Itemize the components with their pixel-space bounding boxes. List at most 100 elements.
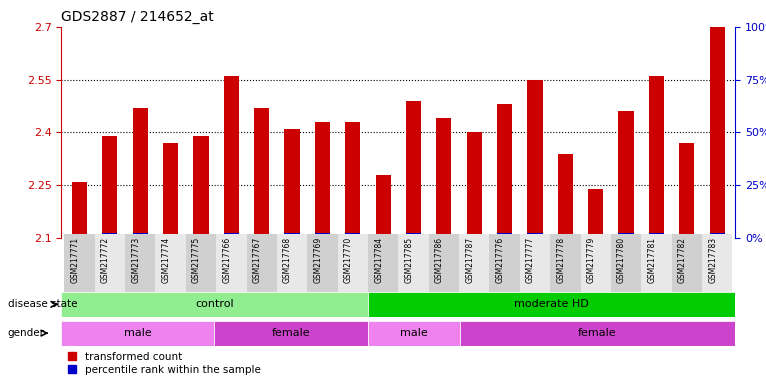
Text: GSM217781: GSM217781 [647,237,656,283]
Bar [72,235,87,236]
Bar [550,234,581,292]
Bar [345,233,360,236]
Bar [520,234,550,292]
Bar [702,234,732,292]
Bar [163,143,178,238]
Bar [155,234,186,292]
Bar [338,234,368,292]
Bar [254,233,270,236]
Bar [672,234,702,292]
Bar [527,233,542,236]
Bar [193,234,208,236]
Bar [133,233,148,236]
Bar [649,76,664,238]
Bar [368,321,460,346]
Text: GSM217780: GSM217780 [617,237,626,283]
Bar [489,234,520,292]
Text: GSM217770: GSM217770 [344,237,353,283]
Bar [709,27,725,238]
Bar [133,108,148,238]
Text: gender: gender [8,328,44,338]
Text: GSM217786: GSM217786 [435,237,444,283]
Text: GSM217782: GSM217782 [678,237,687,283]
Bar [459,234,489,292]
Text: GSM217783: GSM217783 [708,237,717,283]
Text: GSM217771: GSM217771 [70,237,80,283]
Text: GSM217772: GSM217772 [101,237,110,283]
Bar [254,108,270,238]
Text: GSM217776: GSM217776 [496,237,505,283]
Bar [284,129,300,238]
Bar [406,233,421,236]
Bar [466,234,482,236]
Bar [649,233,664,236]
Bar [163,234,178,236]
Bar [224,76,239,238]
Text: GSM217787: GSM217787 [465,237,474,283]
Bar [72,182,87,238]
Bar [581,234,611,292]
Bar [368,234,398,292]
Text: GSM217773: GSM217773 [131,237,140,283]
Bar [95,234,125,292]
Text: GDS2887 / 214652_at: GDS2887 / 214652_at [61,10,214,25]
Bar [679,143,694,238]
Bar [345,122,360,238]
Bar [558,154,573,238]
Text: GSM217785: GSM217785 [404,237,414,283]
Text: female: female [272,328,310,338]
Bar [277,234,307,292]
Text: male: male [124,328,152,338]
Bar [641,234,672,292]
Bar [429,234,459,292]
Bar [307,234,338,292]
Bar [460,321,735,346]
Bar [61,321,214,346]
Bar [709,233,725,236]
Text: GSM217768: GSM217768 [283,237,292,283]
Text: GSM217767: GSM217767 [253,237,262,283]
Text: female: female [578,328,617,338]
Bar [497,104,512,238]
Bar [61,292,368,317]
Bar [224,233,239,236]
Bar [216,234,247,292]
Bar [375,234,391,236]
Text: GSM217779: GSM217779 [587,237,596,283]
Bar [103,233,117,236]
Text: GSM217769: GSM217769 [313,237,322,283]
Text: GSM217766: GSM217766 [222,237,231,283]
Bar [558,234,573,236]
Bar [588,189,604,238]
Text: moderate HD: moderate HD [514,299,589,310]
Bar [186,234,216,292]
Bar [193,136,208,238]
Text: disease state: disease state [8,299,77,310]
Bar [247,234,277,292]
Legend: transformed count, percentile rank within the sample: transformed count, percentile rank withi… [67,352,261,375]
Text: GSM217778: GSM217778 [556,237,565,283]
Bar [497,233,512,236]
Bar [368,292,735,317]
Bar [103,136,117,238]
Bar [466,132,482,238]
Bar [611,234,641,292]
Bar [398,234,429,292]
Bar [437,118,451,238]
Bar [527,80,542,238]
Bar [125,234,155,292]
Bar [618,111,633,238]
Text: GSM217774: GSM217774 [162,237,171,283]
Bar [618,233,633,236]
Bar [315,233,330,236]
Text: GSM217777: GSM217777 [526,237,535,283]
Bar [64,234,95,292]
Bar [679,234,694,236]
Bar [375,175,391,238]
Bar [315,122,330,238]
Text: GSM217775: GSM217775 [192,237,201,283]
Bar [406,101,421,238]
Bar [214,321,368,346]
Text: GSM217784: GSM217784 [374,237,383,283]
Text: male: male [400,328,427,338]
